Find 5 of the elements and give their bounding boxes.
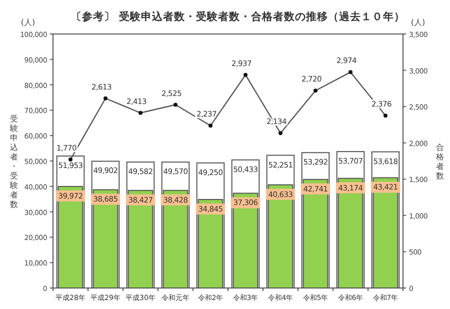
y2-axis-title: 合格者数 [435,142,444,180]
text: (人) [20,18,36,27]
chart-title: 〔参考〕 受験申込者数・受験者数・合格者数の推移（過去１０年） [71,10,405,23]
text: (人) [410,18,426,27]
text: 受験申込者・受験者数 [10,114,18,209]
